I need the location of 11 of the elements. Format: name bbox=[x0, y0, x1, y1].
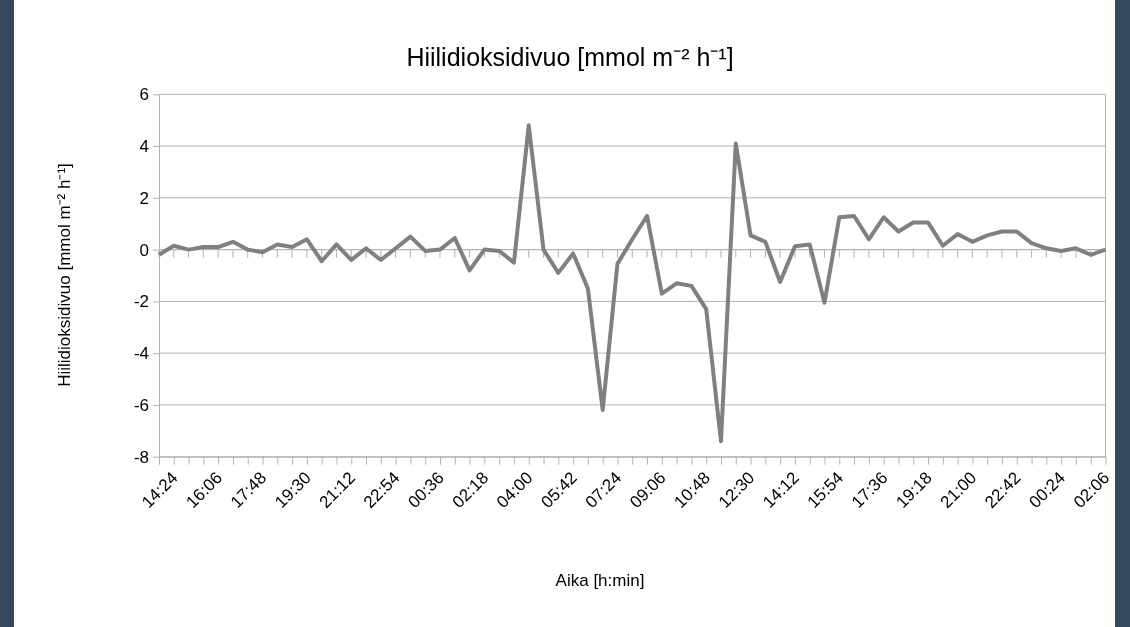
y-tick-label: 4 bbox=[139, 137, 149, 157]
y-tick-label: -8 bbox=[133, 447, 149, 467]
y-tick-label: -2 bbox=[133, 292, 149, 312]
chart-title: Hiilidioksidivuo [mmol m⁻² h⁻¹] bbox=[406, 43, 734, 71]
y-tick-label: 0 bbox=[139, 240, 149, 260]
y-tick-label: -6 bbox=[133, 395, 149, 415]
y-tick-label: -4 bbox=[133, 344, 149, 364]
x-axis-title: Aika [h:min] bbox=[555, 571, 645, 590]
y-tick-label: 2 bbox=[139, 188, 149, 208]
y-tick-label: 6 bbox=[139, 85, 149, 105]
y-axis-title: Hiilidioksidivuo [mmol m⁻² h⁻¹] bbox=[55, 163, 74, 387]
